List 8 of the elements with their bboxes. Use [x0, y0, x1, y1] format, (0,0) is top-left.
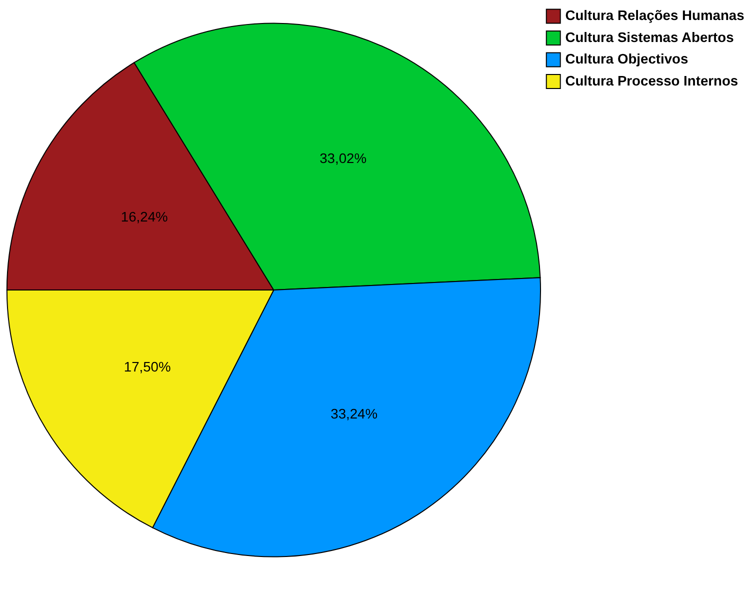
legend-label: Cultura Sistemas Abertos: [565, 28, 734, 45]
data-label: 33,02%: [320, 150, 367, 166]
legend-label: Cultura Objectivos: [565, 50, 688, 67]
legend-label: Cultura Processo Internos: [565, 72, 738, 88]
legend-label: Cultura Relações Humanas: [565, 7, 745, 24]
data-label: 16,24%: [120, 208, 168, 225]
data-label: 17,50%: [124, 358, 171, 374]
data-label: 33,24%: [330, 406, 378, 422]
